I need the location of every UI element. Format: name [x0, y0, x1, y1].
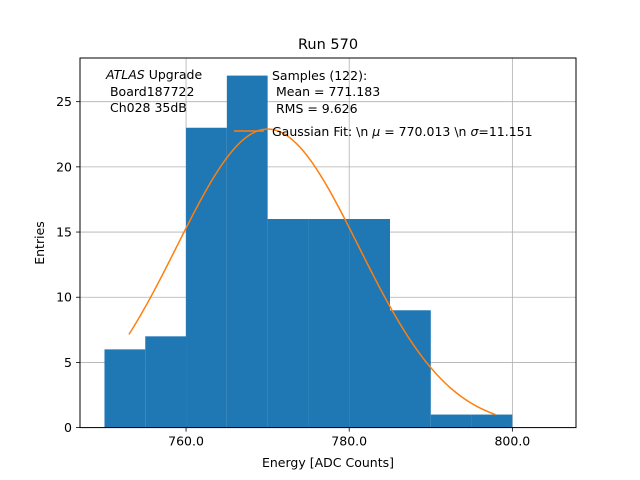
y-tick-label: 0	[64, 420, 72, 435]
histogram-bar	[390, 310, 431, 428]
y-tick-label: 20	[56, 159, 72, 174]
board-label: Board187722	[106, 84, 194, 99]
histogram-bars	[104, 75, 513, 428]
atlas-label: ATLAS	[105, 67, 145, 82]
histogram-bar	[471, 414, 513, 428]
upgrade-label: Upgrade	[145, 67, 203, 82]
histogram-bar	[308, 219, 350, 428]
histogram-bar	[226, 75, 268, 428]
y-tick-label: 25	[56, 94, 72, 109]
legend-fit-mu: μ	[371, 124, 380, 139]
legend-mean: Mean = 771.183	[272, 84, 380, 99]
legend-fit-suffix: =11.151	[478, 124, 532, 139]
histogram-bar	[349, 219, 390, 428]
histogram-bar	[267, 219, 309, 428]
x-tick-label: 760.0	[168, 434, 204, 449]
atlas-annotation: ATLAS Upgrade Board187722 Ch028 35dB	[105, 67, 202, 115]
y-axis-label: Entries	[32, 221, 47, 265]
fit-curve	[128, 128, 497, 416]
channel-label: Ch028 35dB	[106, 100, 187, 115]
x-axis-ticks: 760.0 780.0 800.0	[168, 427, 530, 449]
histogram-bar	[104, 349, 146, 428]
y-tick-label: 5	[64, 355, 72, 370]
legend-fit-mid: = 770.013 \n	[380, 124, 470, 139]
y-tick-label: 10	[56, 290, 72, 305]
legend-samples: Samples (122):	[272, 68, 367, 83]
legend-fit-sigma: σ	[470, 124, 479, 139]
x-tick-label: 780.0	[331, 434, 367, 449]
gaussian-fit	[128, 128, 497, 416]
svg-text:ATLAS Upgrade: ATLAS Upgrade	[105, 67, 202, 82]
plot-frame	[79, 57, 577, 429]
x-tick-label: 800.0	[494, 434, 530, 449]
histogram-bar	[430, 414, 472, 428]
legend-fit: Gaussian Fit: \n μ = 770.013 \n σ=11.151	[272, 124, 533, 139]
histogram-bar	[186, 127, 227, 428]
legend: Samples (122): Mean = 771.183 RMS = 9.62…	[234, 68, 533, 139]
x-axis-label: Energy [ADC Counts]	[262, 455, 394, 470]
y-axis-ticks: 0 5 10 15 20 25	[56, 94, 80, 435]
chart-title: Run 570	[298, 37, 358, 53]
y-tick-label: 15	[56, 225, 72, 240]
histogram-bar	[145, 336, 187, 428]
legend-fit-prefix: Gaussian Fit: \n	[272, 124, 372, 139]
legend-rms: RMS = 9.626	[272, 101, 358, 116]
